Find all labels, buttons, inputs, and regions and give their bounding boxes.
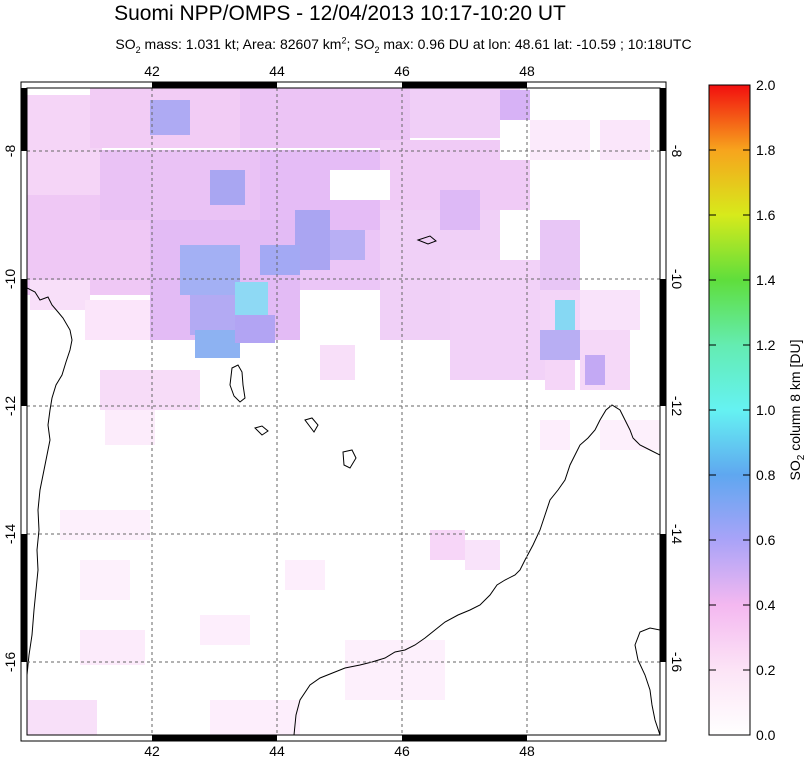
africa-coast [27,287,73,676]
lat-labels-left: -8 -10 -12 -14 -16 [2,145,18,673]
lat-labels-right: -8 -10 -12 -14 -16 [669,145,685,673]
lat-tick-left-10: -10 [2,269,18,289]
colorbar-label-so: SO [787,460,803,480]
coastlines [27,235,660,735]
colorbar-tick-labels: 0.0 0.2 0.4 0.6 0.8 1.0 1.2 1.4 1.6 1.8 … [756,77,776,743]
cb-tick-6: 1.2 [756,337,776,353]
subtitle-so2-sub: 2 [135,44,141,55]
cb-tick-2: 0.4 [756,597,776,613]
cb-tick-8: 1.6 [756,207,776,223]
mayotte [342,449,357,469]
map-title: Suomi NPP/OMPS - 12/04/2013 10:17-10:20 … [114,2,566,25]
lon-tick-bottom-48: 48 [519,743,535,759]
subtitle-so2max: ; SO [346,36,375,52]
lon-tick-bottom-42: 42 [144,743,160,759]
madagascar-south-coast [634,627,660,735]
cb-tick-9: 1.8 [756,142,776,158]
colorbar-label-rest: column 8 km [DU] [787,340,803,455]
lat-tick-left-12: -12 [2,396,18,416]
so2-pixels [27,88,660,735]
lat-tick-right-8: -8 [669,145,685,158]
lon-tick-bottom-46: 46 [394,743,410,759]
colorbar-label-sub: 2 [796,454,807,460]
lat-tick-left-16: -16 [2,652,18,672]
lat-tick-right-10: -10 [669,269,685,289]
lat-tick-right-14: -14 [669,524,685,544]
lat-tick-left-14: -14 [2,524,18,544]
lon-tick-top-42: 42 [144,63,160,79]
colorbar-label: SO2 column 8 km [DU] [787,340,807,481]
lon-tick-top-48: 48 [519,63,535,79]
subtitle-area-sup: 2 [341,35,347,46]
aldabra [416,235,437,245]
lat-tick-right-16: -16 [669,652,685,672]
cb-tick-3: 0.6 [756,532,776,548]
map-subtitle: SO2 mass: 1.031 kt; Area: 82607 km2; SO2… [0,35,807,55]
cb-tick-1: 0.2 [756,662,776,678]
lon-labels-bottom: 42 44 46 48 [144,743,535,759]
subtitle-mass: mass: 1.031 kt; Area: 82607 km [140,36,342,52]
cb-tick-7: 1.4 [756,272,776,288]
lat-tick-left-8: -8 [2,145,18,158]
subtitle-so2: SO [115,36,136,52]
subtitle-rest: max: 0.96 DU at lon: 48.61 lat: -10.59 ;… [379,36,692,52]
colorbar-ticks [709,84,750,736]
anjouan [304,417,319,433]
madagascar-coast [293,404,660,735]
subtitle-so2max-sub: 2 [374,44,380,55]
cb-tick-10: 2.0 [756,77,776,93]
moheli [254,425,269,436]
cb-tick-4: 0.8 [756,467,776,483]
lon-labels-top: 42 44 46 48 [144,63,535,79]
lon-tick-bottom-44: 44 [269,743,285,759]
map-frame [20,81,667,742]
lat-tick-right-12: -12 [669,396,685,416]
map-panel: 42 44 46 48 42 44 46 48 -8 -10 -12 -14 -… [2,63,685,759]
colorbar: 0.0 0.2 0.4 0.6 0.8 1.0 1.2 1.4 1.6 1.8 … [708,77,807,743]
grande-comore [229,364,246,403]
lon-tick-top-44: 44 [269,63,285,79]
cb-tick-0: 0.0 [756,727,776,743]
cb-tick-5: 1.0 [756,402,776,418]
lon-tick-top-46: 46 [394,63,410,79]
